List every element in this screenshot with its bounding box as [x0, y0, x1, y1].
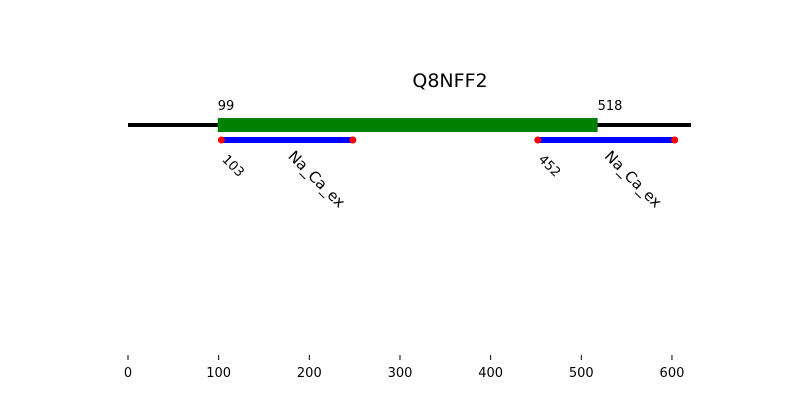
domain-start-label: 103: [219, 152, 247, 180]
domain-end-marker: [671, 136, 679, 144]
x-tick-label: 0: [124, 366, 132, 381]
domain-track: 103 Na_Ca_ex 452 Na_Ca_ex: [217, 136, 679, 212]
diagram-title: Q8NFF2: [412, 70, 487, 92]
region-start-label: 99: [218, 99, 235, 114]
domain-start-marker: [217, 136, 225, 144]
domain-end-marker: [349, 136, 357, 144]
domain-start-label: 452: [535, 152, 563, 180]
x-tick-label: 600: [660, 366, 685, 381]
x-tick-label: 500: [569, 366, 594, 381]
domain-name-label: Na_Ca_ex: [600, 147, 665, 212]
highlighted-region-bar: [217, 118, 598, 132]
x-tick-label: 200: [297, 366, 322, 381]
x-axis: 0 100 200 300 400 500 600: [124, 355, 685, 381]
domain-start-marker: [534, 136, 542, 144]
x-tick-label: 100: [206, 366, 231, 381]
domain-name-label: Na_Ca_ex: [284, 147, 349, 212]
x-tick-label: 400: [478, 366, 503, 381]
region-end-label: 518: [598, 99, 623, 114]
x-tick-label: 300: [388, 366, 413, 381]
